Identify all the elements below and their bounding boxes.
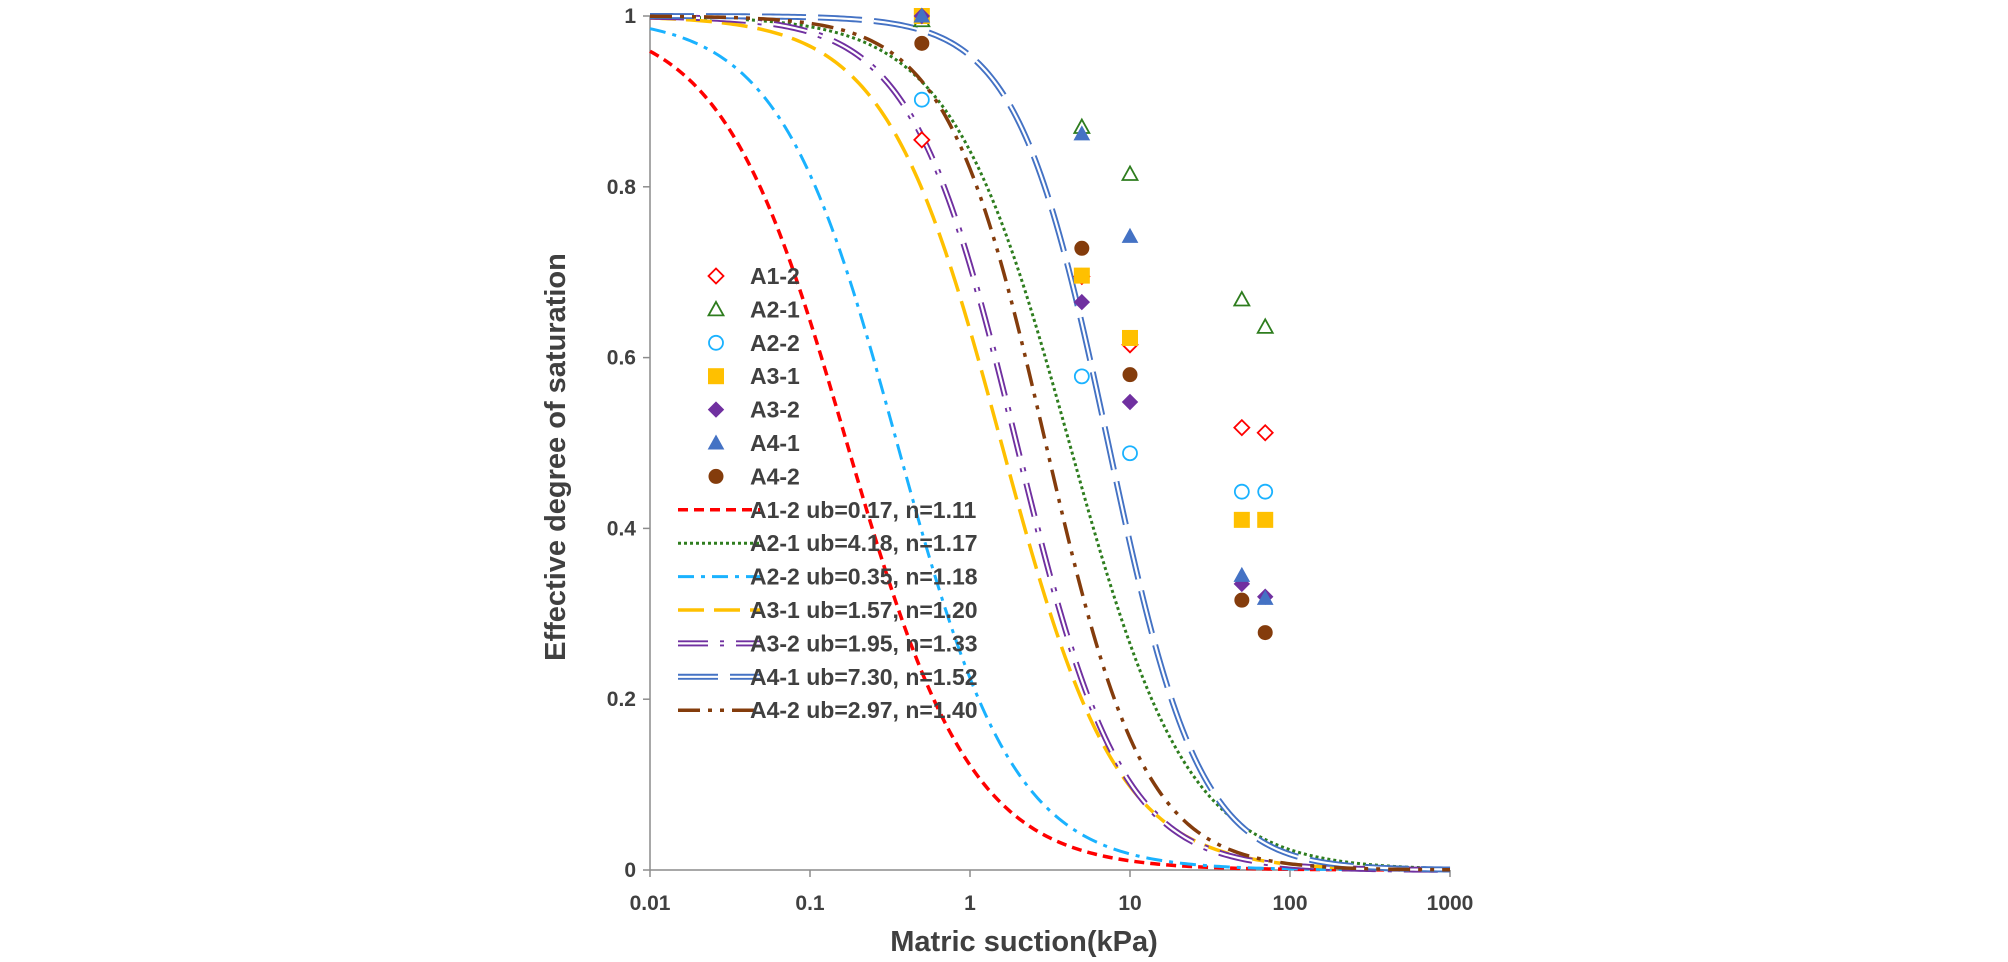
- x-tick-label: 10: [1118, 892, 1141, 915]
- legend-marker-a4-2: [708, 468, 724, 484]
- data-point-a2-2: [1122, 445, 1138, 462]
- y-tick-label: 0.4: [607, 517, 637, 540]
- fit-curve-a2-2: [649, 27, 1451, 872]
- data-point-a4-2: [1074, 240, 1090, 256]
- legend-label: A4-1: [750, 430, 800, 456]
- fit-curves: [649, 13, 1451, 873]
- x-tick-label: 0.01: [630, 892, 671, 915]
- legend-label: A2-2: [750, 330, 800, 356]
- data-point-a4-1: [1233, 566, 1251, 582]
- legend-marker-a1-2: [707, 267, 725, 285]
- fit-curve-a4-1-inner: [650, 14, 1451, 871]
- legend-marker-a3-2: [707, 401, 725, 418]
- legend-label: A4-2 ub=2.97, n=1.40: [750, 697, 978, 723]
- x-tick-label: 1: [964, 892, 976, 915]
- fit-curve-a4-2: [649, 14, 1451, 872]
- legend-label: A3-1 ub=1.57, n=1.20: [750, 597, 978, 623]
- data-point-a1-2: [1256, 423, 1274, 442]
- legend-label: A3-2: [750, 397, 800, 423]
- legend-marker-a4-1: [707, 434, 725, 450]
- data-point-a1-2: [913, 131, 931, 149]
- data-point-a2-2: [1257, 483, 1274, 500]
- legend-marker-a2-1: [706, 300, 726, 317]
- data-point-a2-1: [1232, 290, 1251, 307]
- data-point-a4-2: [1234, 592, 1250, 608]
- data-point-a4-2: [914, 35, 930, 51]
- data-point-a2-1: [1256, 317, 1275, 334]
- x-axis-title: Matric suction(kPa): [890, 926, 1158, 958]
- legend-marker-a2-2: [708, 334, 724, 351]
- data-point-a4-2: [1122, 367, 1138, 383]
- data-point-a4-1: [1073, 125, 1091, 141]
- y-tick-label: 0: [624, 859, 636, 882]
- data-point-a3-1: [1257, 511, 1274, 528]
- data-point-a1-2: [1233, 418, 1251, 437]
- legend-label: A2-2 ub=0.35, n=1.18: [750, 564, 978, 590]
- y-tick-label: 0.8: [607, 176, 637, 199]
- legend-label: A4-1 ub=7.30, n=1.52: [750, 664, 978, 690]
- data-point-a4-1: [1121, 227, 1139, 243]
- data-point-a2-2: [1073, 368, 1090, 385]
- data-points: [912, 7, 1275, 641]
- legend-label: A2-1 ub=4.18, n=1.17: [750, 530, 978, 556]
- legend-label: A1-2 ub=0.17, n=1.11: [750, 497, 977, 523]
- y-tick-label: 0.2: [607, 688, 636, 711]
- legend-label: A1-2: [750, 263, 800, 289]
- legend: A1-2 A2-1 A2-2 A3-1 A3-2 A4-1 A4-2 A1-2 ub=0.17…: [678, 263, 978, 723]
- data-point-a3-1: [1122, 329, 1138, 346]
- data-point-a3-1: [1073, 267, 1090, 284]
- data-point-a4-1: [1256, 589, 1274, 605]
- data-point-a2-2: [913, 91, 930, 108]
- chart-axes: 0.01 0.1 1 10 100 1000 0 0.2 0.4 0.6 0.8 1: [607, 5, 1474, 915]
- x-tick-label: 0.1: [795, 892, 825, 915]
- data-point-a4-2: [1257, 625, 1273, 641]
- y-tick-label: 0.6: [607, 347, 636, 370]
- fit-curve-a3-2-inner: [649, 15, 1451, 871]
- data-point-a3-1: [1233, 511, 1250, 528]
- legend-label: A2-1: [750, 296, 800, 322]
- fit-curve-a3-1: [649, 16, 1451, 872]
- x-tick-label: 100: [1272, 892, 1307, 915]
- data-point-a4-1: [913, 7, 931, 23]
- y-tick-label: 1: [624, 5, 636, 28]
- legend-marker-a3-1: [708, 368, 724, 385]
- data-point-a2-1: [1120, 164, 1140, 181]
- legend-label: A3-1: [750, 363, 800, 389]
- x-tick-label: 1000: [1427, 892, 1474, 915]
- y-axis-title: Effective degree of saturation: [540, 253, 572, 661]
- legend-label: A4-2: [750, 463, 800, 489]
- data-point-a3-2: [1121, 393, 1139, 411]
- legend-label: A3-2 ub=1.95, n=1.33: [750, 630, 978, 656]
- data-point-a2-2: [1233, 483, 1250, 500]
- data-point-a3-2: [1073, 293, 1091, 311]
